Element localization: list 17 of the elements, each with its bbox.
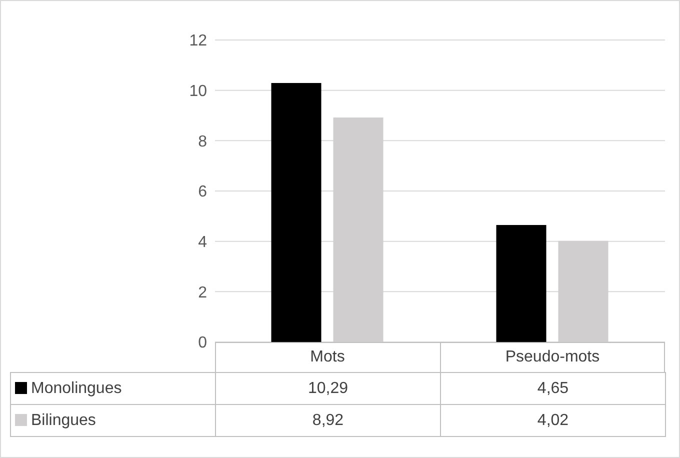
legend-label: Monolingues bbox=[31, 380, 122, 396]
bar bbox=[496, 224, 546, 342]
legend-label: Bilingues bbox=[31, 412, 96, 428]
y-tick-label: 8 bbox=[198, 133, 208, 150]
y-tick-label: 0 bbox=[198, 334, 208, 352]
data-label: 8,92 bbox=[216, 404, 440, 436]
y-tick-label: 6 bbox=[198, 184, 208, 201]
data-label: 4,65 bbox=[440, 372, 666, 404]
y-tick-label: 4 bbox=[198, 234, 208, 252]
bar bbox=[271, 83, 322, 342]
data-label: 4,02 bbox=[440, 404, 666, 436]
x-tick-label: Pseudo-mots bbox=[505, 348, 600, 366]
data-label: 10,29 bbox=[216, 372, 440, 404]
y-tick-label: 12 bbox=[189, 32, 208, 50]
y-tick-label: 10 bbox=[189, 83, 208, 100]
y-tick-label: 2 bbox=[198, 284, 208, 302]
x-tick-label: Mots bbox=[310, 348, 345, 366]
